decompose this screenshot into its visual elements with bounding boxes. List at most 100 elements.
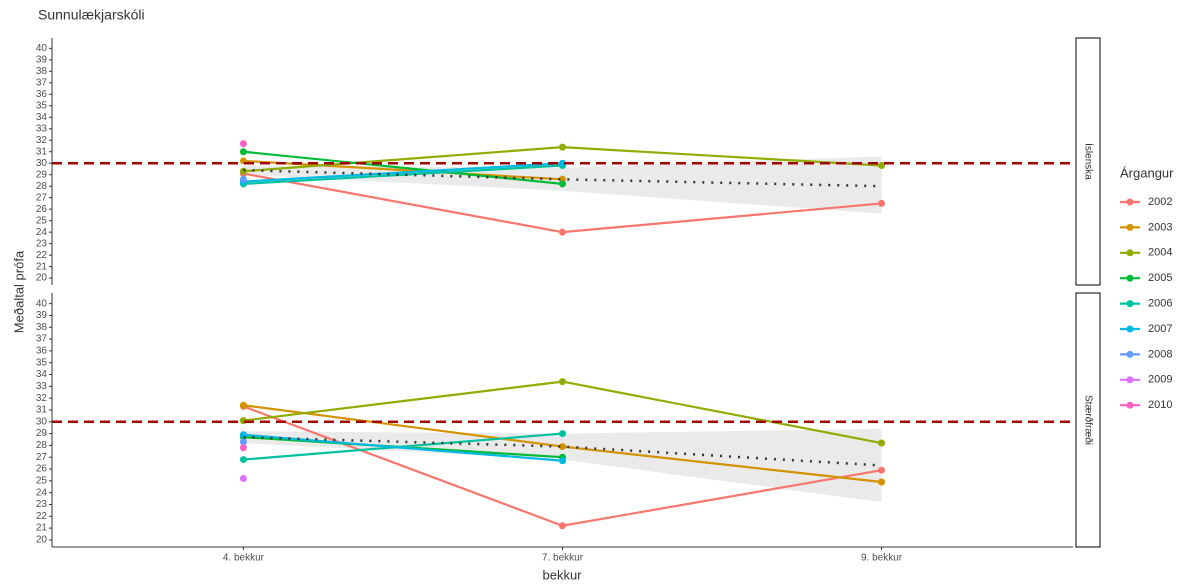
x-axis-label: bekkur [542, 567, 582, 582]
legend-label: 2002 [1148, 196, 1172, 208]
confidence-ribbon [243, 428, 882, 503]
y-tick-label: 35 [36, 100, 48, 111]
series-point [559, 180, 566, 188]
y-tick-label: 39 [36, 310, 48, 321]
y-tick-label: 30 [36, 158, 48, 169]
y-tick-label: 29 [36, 169, 48, 180]
chart-title: Sunnulækjarskóli [38, 7, 145, 23]
y-tick-label: 38 [36, 66, 48, 77]
legend-label: 2006 [1148, 298, 1172, 310]
legend-point [1126, 198, 1134, 206]
y-tick-label: 36 [36, 89, 48, 100]
series-point [559, 143, 566, 151]
legend-point [1126, 401, 1134, 409]
y-tick-label: 37 [36, 334, 48, 345]
y-tick-label: 34 [36, 369, 48, 380]
series-point [559, 443, 566, 451]
y-tick-label: 35 [36, 357, 48, 368]
series-point [878, 466, 886, 474]
y-tick-label: 39 [36, 54, 48, 65]
y-tick-label: 25 [36, 215, 48, 226]
series-line [243, 432, 563, 461]
series-point [239, 175, 247, 183]
y-tick-label: 31 [36, 405, 48, 416]
legend-point [1126, 325, 1134, 333]
y-tick-label: 23 [36, 238, 48, 249]
facet-label: Íslenska [1082, 143, 1095, 180]
y-tick-label: 22 [36, 511, 48, 522]
legend-label: 2007 [1148, 323, 1172, 335]
series-line [243, 164, 563, 186]
series-point [559, 378, 566, 386]
y-tick-label: 22 [36, 250, 48, 261]
legend-label: 2008 [1148, 348, 1172, 360]
series-point [878, 478, 886, 486]
trend-line [243, 168, 882, 188]
y-tick-label: 21 [36, 261, 48, 272]
y-tick-label: 32 [36, 393, 48, 404]
y-tick-label: 38 [36, 322, 48, 333]
series-point [239, 444, 247, 452]
x-tick-label: 9. bekkur [861, 553, 903, 564]
legend-point [1126, 223, 1134, 231]
y-tick-label: 27 [36, 452, 48, 463]
y-tick-label: 20 [36, 535, 48, 546]
legend-point [1126, 350, 1134, 358]
facet-label: Stærðfræði [1082, 395, 1094, 445]
facet-strip [1075, 37, 1101, 286]
legend-label: 2005 [1148, 272, 1172, 284]
legend-point [1126, 300, 1134, 308]
series-point [239, 148, 247, 156]
y-tick-label: 36 [36, 346, 48, 357]
legend-label: 2009 [1148, 374, 1172, 386]
legend-point [1126, 376, 1134, 384]
series-point [559, 159, 566, 167]
y-tick-label: 21 [36, 523, 48, 534]
series-line [243, 162, 563, 183]
y-tick-label: 29 [36, 428, 48, 439]
y-tick-label: 24 [36, 487, 48, 498]
y-tick-label: 31 [36, 146, 48, 157]
y-tick-label: 24 [36, 227, 48, 238]
x-tick-label: 4. bekkur [223, 553, 265, 564]
y-tick-label: 25 [36, 475, 48, 486]
series-point [559, 457, 566, 465]
series-point [878, 162, 886, 170]
series-point [559, 228, 566, 236]
series-line [243, 150, 563, 185]
series-point [239, 401, 247, 409]
series-point [239, 438, 247, 446]
legend-label: 2010 [1148, 399, 1172, 411]
series-point [239, 140, 247, 148]
y-tick-label: 33 [36, 381, 48, 392]
legend-point [1126, 274, 1134, 282]
legend-label: 2004 [1148, 247, 1172, 259]
series-point [239, 474, 247, 482]
series-point [878, 439, 886, 447]
series-point [559, 430, 566, 438]
series-point [239, 456, 247, 464]
y-tick-label: 26 [36, 464, 48, 475]
y-axis-label: Meðaltal prófa [11, 250, 26, 333]
y-tick-label: 20 [36, 273, 48, 284]
y-tick-label: 37 [36, 77, 48, 88]
series-point [878, 199, 886, 207]
series-point [559, 522, 566, 530]
series-line [243, 433, 563, 462]
y-tick-label: 26 [36, 204, 48, 215]
y-tick-label: 27 [36, 192, 48, 203]
y-tick-label: 33 [36, 123, 48, 134]
y-tick-label: 32 [36, 135, 48, 146]
y-tick-label: 30 [36, 416, 48, 427]
y-tick-label: 40 [36, 43, 48, 54]
x-tick-label: 7. bekkur [542, 553, 584, 564]
y-tick-label: 28 [36, 181, 48, 192]
trend-line [243, 435, 882, 467]
facet-strip [1075, 292, 1101, 548]
y-tick-label: 28 [36, 440, 48, 451]
y-tick-label: 34 [36, 112, 48, 123]
legend-point [1126, 249, 1134, 257]
legend-title: Árgangur [1120, 165, 1174, 180]
y-tick-label: 23 [36, 499, 48, 510]
